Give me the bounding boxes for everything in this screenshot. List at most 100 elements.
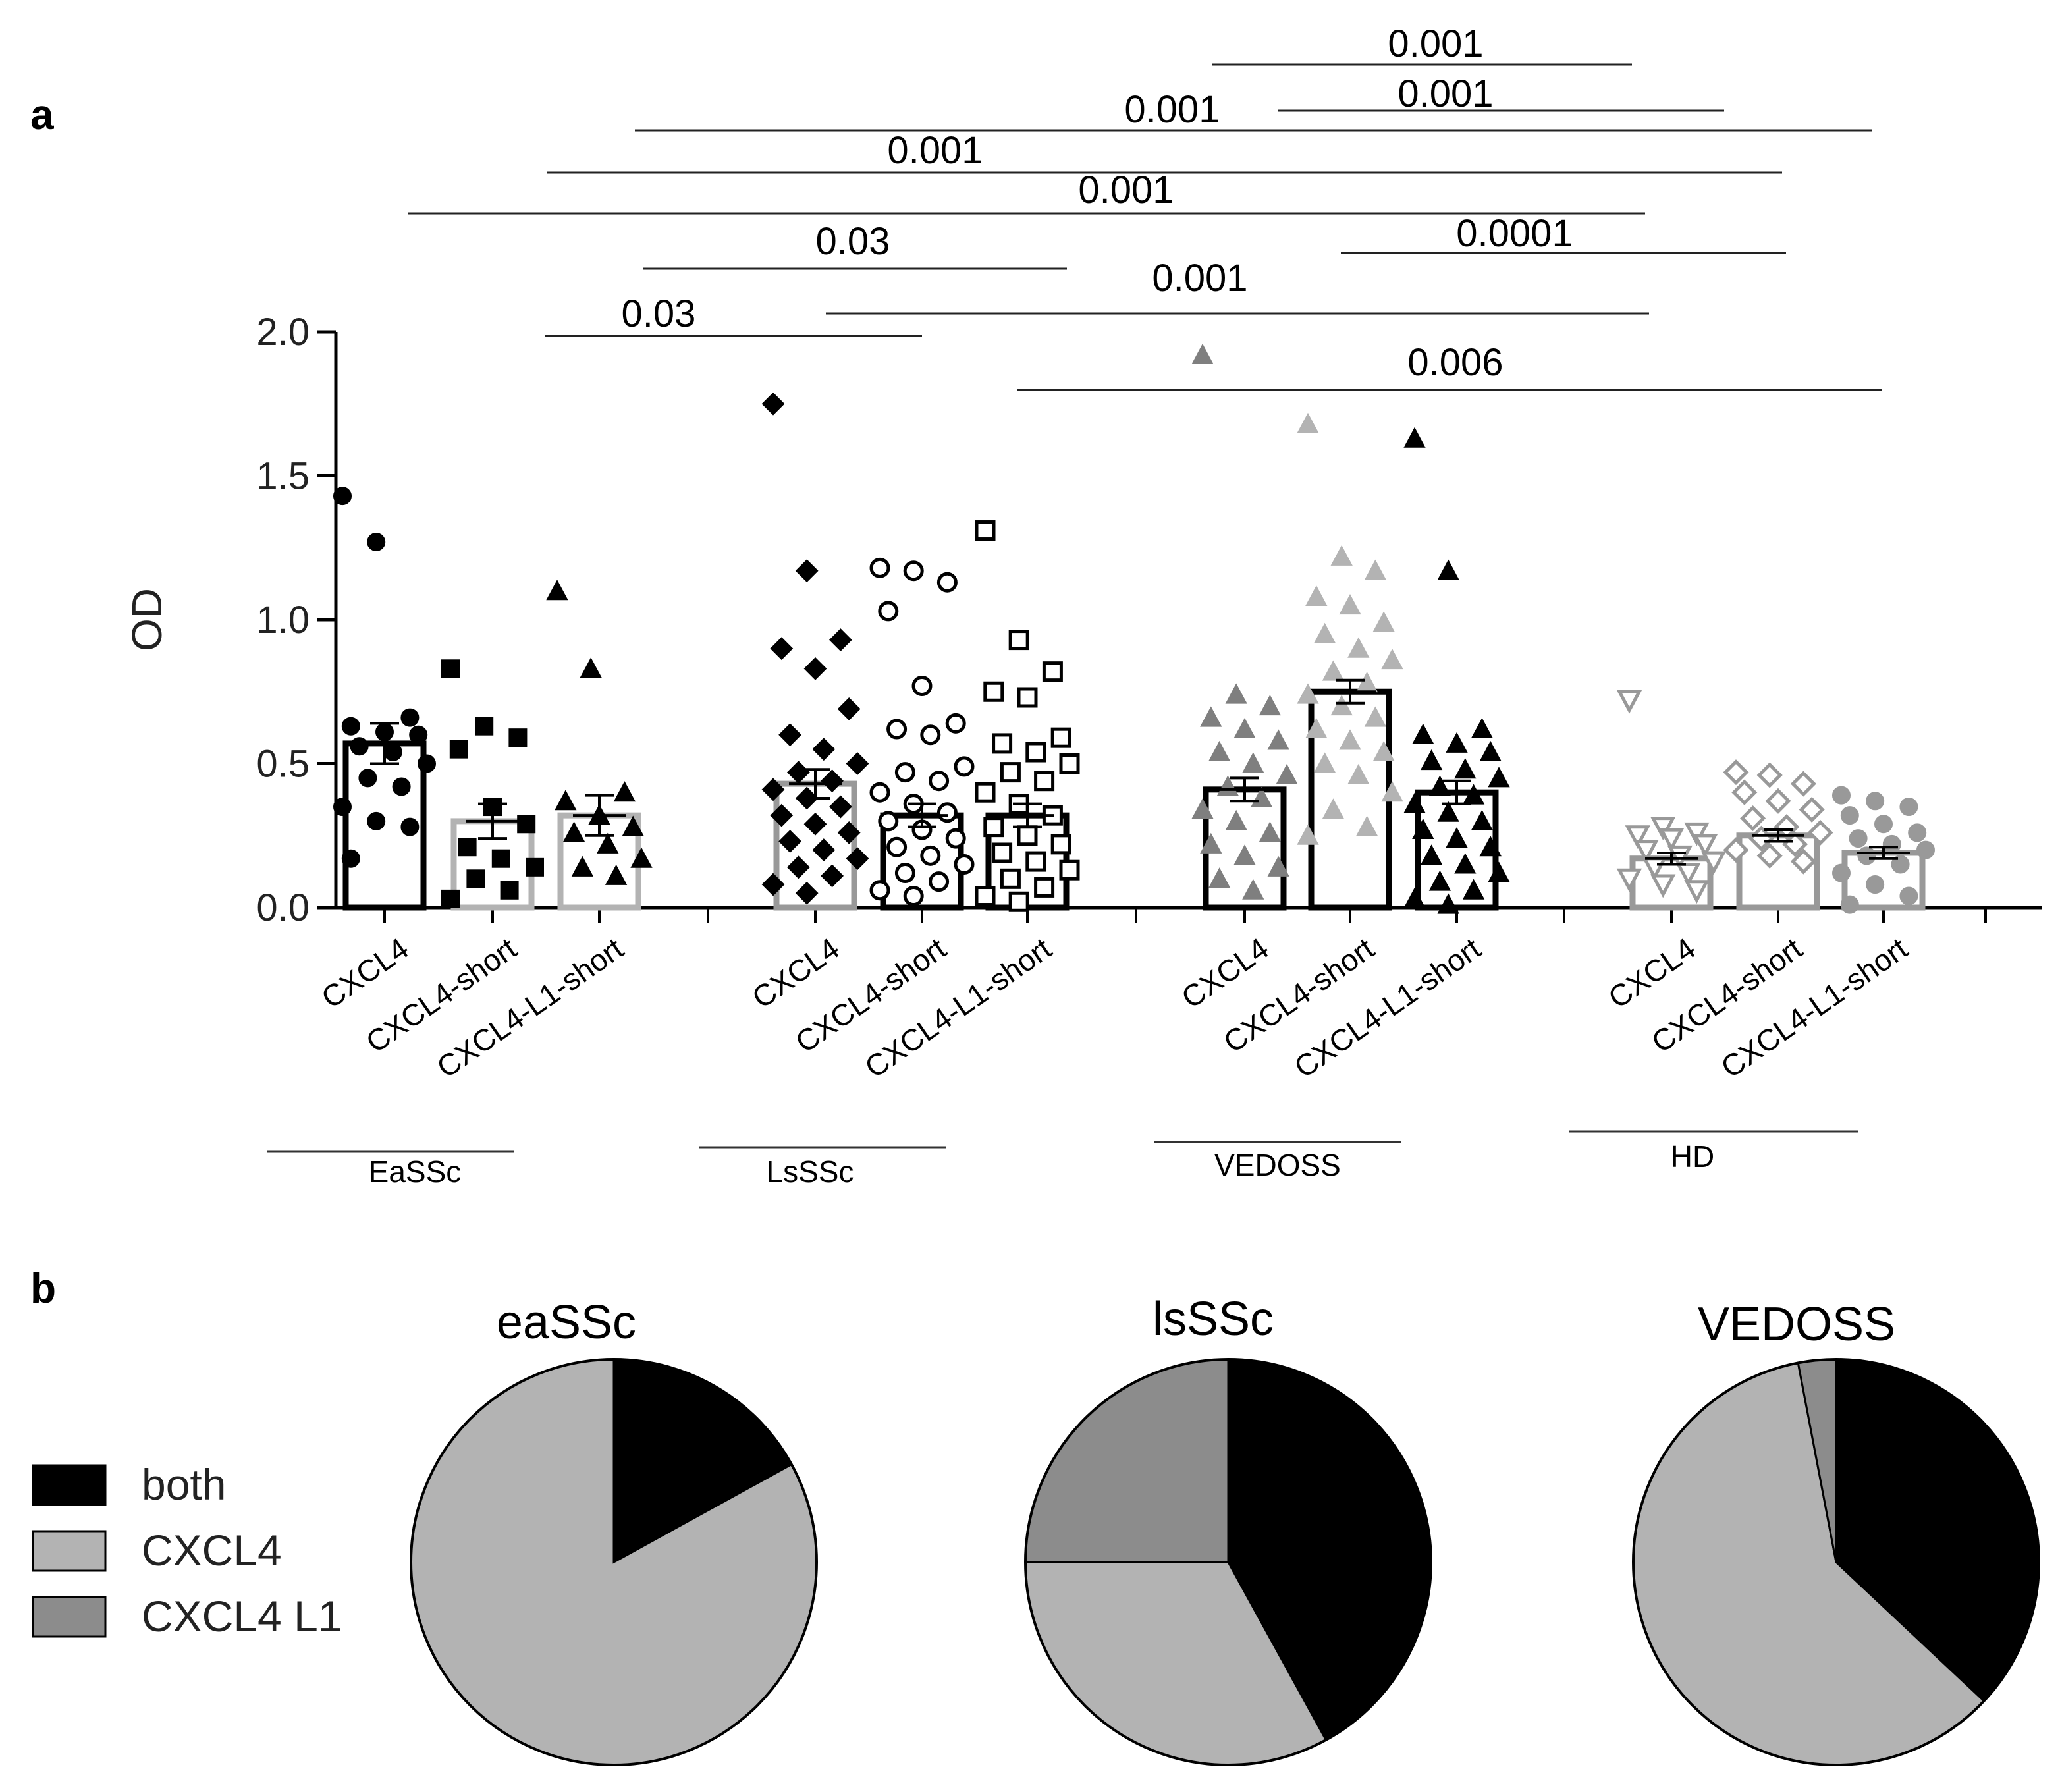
- data-point: [1364, 706, 1387, 727]
- comparison-p-value: 0.001: [887, 129, 983, 172]
- data-point: [894, 863, 915, 884]
- data-point: [1882, 834, 1901, 854]
- data-point: [1908, 823, 1927, 842]
- data-point: [837, 697, 861, 720]
- data-point: [1313, 752, 1336, 773]
- data-point: [1267, 855, 1289, 877]
- data-point: [869, 880, 890, 901]
- data-point: [1017, 825, 1038, 846]
- data-point: [409, 725, 428, 744]
- category-label-eassc-cxcl4: CXCL4: [315, 931, 414, 1016]
- data-point: [1437, 893, 1459, 914]
- data-point: [1616, 690, 1642, 714]
- pie-outline: [1632, 1358, 2040, 1766]
- comparison-p-value: 0.001: [1388, 22, 1483, 65]
- data-point: [1799, 796, 1825, 823]
- data-point: [1242, 752, 1264, 773]
- data-point: [803, 812, 827, 836]
- legend-label-cxcl4: CXCL4: [142, 1526, 282, 1575]
- data-point: [630, 847, 653, 868]
- group-label-vedoss: VEDOSS: [1214, 1148, 1341, 1182]
- data-point: [920, 724, 941, 746]
- data-point: [1765, 788, 1791, 814]
- data-point: [1420, 749, 1443, 771]
- data-point: [1840, 895, 1859, 914]
- data-point: [1042, 661, 1063, 682]
- data-point: [903, 886, 924, 907]
- data-point: [508, 728, 528, 747]
- data-point: [491, 849, 510, 868]
- data-point: [333, 798, 352, 817]
- data-point: [1330, 694, 1353, 716]
- data-point: [1616, 868, 1642, 892]
- data-point: [886, 719, 908, 740]
- data-point: [1740, 805, 1766, 832]
- data-point: [778, 723, 802, 747]
- data-point: [1693, 834, 1718, 858]
- data-point: [945, 828, 966, 849]
- data-point: [1034, 877, 1055, 898]
- data-point: [761, 778, 785, 801]
- data-point: [828, 795, 852, 819]
- y-tick-label: 1.5: [256, 455, 310, 498]
- data-point: [1684, 822, 1710, 846]
- bar-group-hd-cxcl4-short: [1723, 759, 1833, 911]
- bar-group-hd-cxcl4-l1-short: [1832, 786, 1935, 914]
- data-point: [975, 520, 996, 541]
- data-point: [1866, 792, 1885, 811]
- data-point: [1339, 594, 1361, 615]
- data-point: [1191, 343, 1214, 364]
- data-point: [975, 782, 996, 803]
- data-point: [1723, 837, 1749, 863]
- data-point: [562, 821, 585, 842]
- pie-lsssc: lsSSc: [1024, 1293, 1432, 1766]
- pie-eassc: eaSSc: [410, 1296, 818, 1766]
- y-tick-label: 2.0: [256, 311, 310, 354]
- panel-a-label: a: [30, 91, 54, 138]
- pie-vedoss: VEDOSS: [1632, 1298, 2040, 1766]
- data-point: [929, 771, 950, 792]
- data-point: [1259, 821, 1282, 842]
- category-label-lsssc-cxcl4-l1-short: CXCL4-L1-short: [859, 931, 1058, 1084]
- data-point: [1208, 867, 1231, 888]
- data-point: [1381, 781, 1403, 802]
- pie-title: lsSSc: [1152, 1293, 1274, 1345]
- data-point: [1454, 853, 1477, 874]
- data-point: [1849, 829, 1868, 848]
- data-point: [1242, 879, 1264, 900]
- data-point: [555, 790, 577, 811]
- data-point: [466, 869, 485, 888]
- data-point: [869, 782, 890, 803]
- data-point: [1916, 840, 1935, 859]
- data-point: [894, 762, 915, 783]
- data-point: [954, 756, 975, 777]
- data-point: [418, 754, 436, 773]
- data-point: [1403, 427, 1426, 448]
- data-point: [1276, 763, 1298, 784]
- group-label-lsssc: LsSSc: [767, 1154, 854, 1189]
- data-point: [517, 815, 536, 834]
- data-point: [1403, 792, 1426, 813]
- pie-outline: [1024, 1358, 1432, 1766]
- data-point: [1381, 649, 1403, 670]
- data-point: [1403, 887, 1426, 908]
- data-point: [1297, 412, 1319, 433]
- data-point: [1050, 834, 1071, 855]
- data-point: [1832, 863, 1851, 882]
- data-point: [1479, 836, 1502, 857]
- comparison-p-value: 0.001: [1078, 169, 1174, 211]
- data-point: [1305, 717, 1328, 739]
- data-point: [1437, 559, 1459, 580]
- data-point: [903, 560, 924, 582]
- data-point: [622, 815, 644, 836]
- data-point: [1000, 762, 1021, 783]
- data-point: [1891, 855, 1910, 874]
- data-point: [392, 777, 411, 796]
- category-label-hd-cxcl4-l1-short: CXCL4-L1-short: [1715, 931, 1914, 1084]
- data-point: [1008, 891, 1029, 912]
- legend-swatch-cxcl4: [32, 1530, 107, 1572]
- data-point: [1479, 740, 1502, 762]
- data-point: [837, 821, 861, 844]
- data-point: [367, 533, 386, 552]
- data-point: [1025, 742, 1046, 763]
